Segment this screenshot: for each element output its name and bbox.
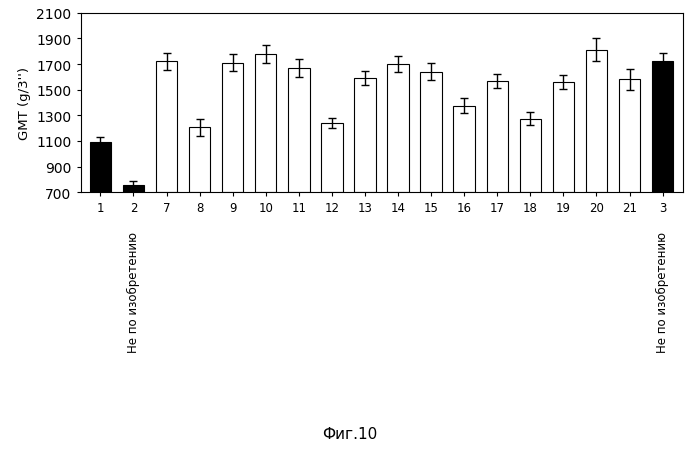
Bar: [519, 119, 541, 193]
Y-axis label: GMT (g/3''): GMT (g/3''): [18, 67, 31, 140]
Bar: [619, 80, 640, 193]
Bar: [189, 128, 210, 193]
Bar: [288, 69, 309, 193]
Bar: [421, 73, 442, 193]
Text: Фиг.10: Фиг.10: [323, 425, 377, 441]
Bar: [354, 79, 376, 193]
Text: Не по изобретению: Не по изобретению: [127, 232, 140, 353]
Bar: [454, 106, 475, 193]
Bar: [652, 62, 673, 193]
Bar: [255, 55, 276, 193]
Bar: [486, 82, 508, 193]
Bar: [90, 142, 111, 193]
Bar: [387, 65, 409, 193]
Bar: [586, 51, 608, 193]
Bar: [122, 185, 144, 193]
Bar: [222, 64, 244, 193]
Bar: [553, 83, 574, 193]
Text: Не по изобретению: Не по изобретению: [656, 232, 669, 353]
Bar: [155, 62, 177, 193]
Bar: [321, 124, 342, 193]
